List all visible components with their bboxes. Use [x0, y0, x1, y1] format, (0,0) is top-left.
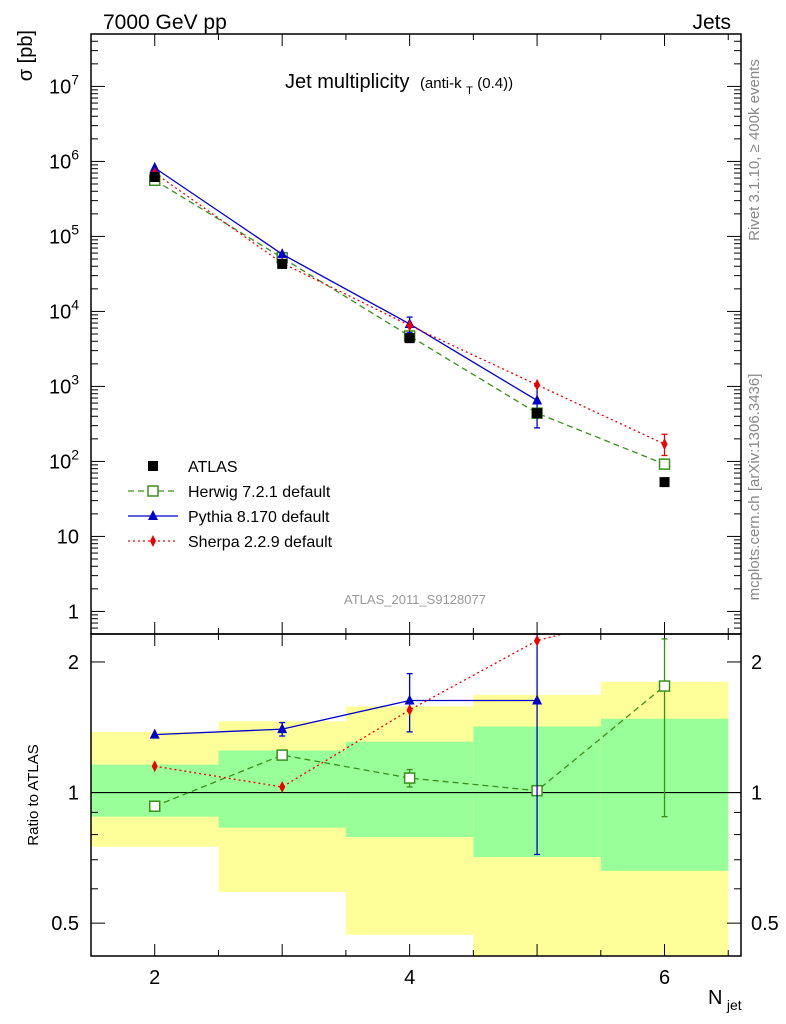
legend-label-pythia: Pythia 8.170 default: [188, 509, 330, 526]
plot-title: Jet multiplicity (anti-k T (0.4)): [285, 71, 513, 98]
marker-pythia: [149, 728, 160, 739]
series-pythia: [149, 633, 543, 856]
marker-herwig: [658, 458, 671, 470]
marker-herwig: [658, 680, 671, 692]
ratio-y-tick-label-right: 1: [751, 783, 762, 805]
main-y-axis-label: σ [pb]: [15, 30, 37, 81]
marker-pythia: [532, 694, 543, 705]
ratio-panel-frame: [90, 633, 742, 957]
x-axis-label-main: N: [708, 987, 722, 1009]
series-line-sherpa: [154, 633, 563, 788]
legend-label-atlas: ATLAS: [188, 459, 238, 476]
series-line-herwig: [154, 685, 665, 807]
main-y-tick-label: 104: [49, 296, 79, 323]
ratio-y-tick-label: 1: [68, 783, 79, 805]
main-y-tick-label: 105: [49, 221, 79, 248]
main-y-tick-label: 1: [68, 601, 79, 623]
main-y-tick-label: 103: [49, 371, 79, 398]
plot-title-detail-pre: (anti-k: [420, 75, 462, 92]
ratio-y-tick-label-right: 2: [751, 652, 762, 674]
marker-atlas: [532, 408, 543, 419]
x-tick-label: 6: [659, 967, 670, 989]
marker-sherpa: [661, 438, 668, 451]
plot-title-detail-post: (0.4)): [477, 75, 513, 92]
series-atlas: [149, 171, 670, 488]
legend-entry-herwig: Herwig 7.2.1 default: [128, 484, 331, 501]
marker-atlas: [404, 333, 415, 344]
legend-entry-pythia: Pythia 8.170 default: [128, 509, 330, 526]
ratio-y-tick-label: 0.5: [51, 913, 79, 935]
ratio-y-tick-label: 2: [68, 652, 79, 674]
marker-pythia: [532, 394, 543, 405]
marker-pythia: [404, 694, 415, 705]
analysis-id: ATLAS_2011_S9128077: [344, 592, 486, 607]
series-sherpa: [151, 633, 563, 793]
plot-title-detail-sub: T: [466, 85, 473, 97]
main-y-tick-label: 106: [49, 146, 79, 173]
plot-title-main: Jet multiplicity: [285, 71, 409, 93]
x-tick-label: 2: [149, 967, 160, 989]
series-line-pythia: [154, 699, 538, 736]
marker-sherpa: [534, 634, 541, 647]
ratio-y-tick-label-right: 0.5: [751, 913, 779, 935]
ratio-y-axis-label: Ratio to ATLAS: [25, 744, 42, 845]
main-y-tick-label: 10: [57, 526, 79, 548]
marker-pythia: [277, 723, 288, 734]
marker-sherpa: [279, 780, 286, 793]
legend-marker-atlas: [148, 461, 158, 471]
mcplots-reference-label: mcplots.cern.ch [arXiv:1306.3436]: [746, 374, 763, 601]
x-tick-label: 4: [404, 967, 415, 989]
main-y-tick-label: 102: [49, 446, 79, 473]
marker-atlas: [659, 477, 670, 488]
marker-atlas: [277, 258, 288, 269]
legend-marker-sherpa: [150, 535, 156, 547]
legend-entry-atlas: ATLAS: [148, 459, 238, 476]
main-y-tick-label: 107: [49, 71, 79, 98]
marker-herwig: [148, 800, 161, 812]
legend-marker-pythia: [148, 510, 158, 520]
x-axis-label-sub: jet: [726, 997, 742, 1013]
x-axis-label: N jet: [708, 987, 742, 1013]
legend-label-herwig: Herwig 7.2.1 default: [188, 484, 331, 501]
legend-marker-herwig: [147, 485, 159, 497]
marker-pythia: [277, 248, 288, 259]
marker-sherpa: [406, 319, 413, 332]
rivet-version-label: Rivet 3.1.10, ≥ 400k events: [746, 59, 763, 241]
legend-label-sherpa: Sherpa 2.2.9 default: [188, 534, 333, 551]
marker-herwig: [276, 749, 288, 761]
marker-sherpa: [151, 760, 158, 773]
header-energy: 7000 GeV pp: [103, 11, 227, 34]
marker-herwig: [403, 772, 416, 784]
series-line-herwig: [154, 179, 665, 465]
header-category: Jets: [692, 11, 731, 34]
marker-atlas: [149, 171, 160, 182]
marker-pythia: [149, 161, 160, 172]
marker-sherpa: [406, 703, 413, 716]
series-line-sherpa: [154, 172, 665, 445]
legend-entry-sherpa: Sherpa 2.2.9 default: [128, 534, 333, 551]
ratio-panel: 2 4 6 0.5 0.5 1 1 2 2: [51, 633, 779, 989]
main-panel: 1 10 102 103 104 105 106 107: [49, 33, 741, 635]
marker-sherpa: [534, 378, 541, 391]
series-line-pythia: [154, 167, 538, 402]
ratio-band-inner: [345, 741, 474, 837]
legend: ATLAS Herwig 7.2.1 default Pythia 8.170 de…: [128, 459, 333, 551]
